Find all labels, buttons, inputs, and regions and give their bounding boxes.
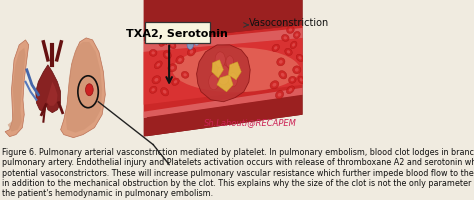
Ellipse shape — [274, 47, 277, 50]
Ellipse shape — [289, 89, 292, 92]
Text: the patient's hemodynamic in pulmonary embolism.: the patient's hemodynamic in pulmonary e… — [2, 189, 213, 198]
Ellipse shape — [285, 49, 292, 56]
Polygon shape — [212, 61, 223, 78]
Ellipse shape — [283, 37, 287, 40]
Text: in addition to the mechanical obstruction by the clot. This explains why the siz: in addition to the mechanical obstructio… — [2, 178, 474, 187]
Polygon shape — [36, 65, 61, 113]
Ellipse shape — [289, 77, 296, 84]
Ellipse shape — [277, 59, 285, 67]
Ellipse shape — [168, 64, 177, 72]
Ellipse shape — [170, 67, 174, 70]
Ellipse shape — [163, 29, 169, 36]
Ellipse shape — [270, 81, 279, 89]
Ellipse shape — [298, 57, 301, 60]
Circle shape — [226, 57, 234, 68]
Ellipse shape — [176, 34, 179, 37]
Polygon shape — [144, 0, 302, 137]
Circle shape — [217, 65, 230, 85]
Circle shape — [85, 84, 93, 96]
Ellipse shape — [174, 81, 177, 84]
Ellipse shape — [173, 32, 181, 39]
Ellipse shape — [152, 89, 155, 92]
Ellipse shape — [155, 62, 162, 69]
Ellipse shape — [291, 79, 294, 82]
Ellipse shape — [279, 71, 287, 80]
Ellipse shape — [279, 61, 283, 64]
Polygon shape — [5, 41, 29, 137]
Ellipse shape — [292, 66, 301, 74]
Polygon shape — [46, 82, 57, 106]
Ellipse shape — [290, 42, 297, 49]
Text: Figure 6. Pulmonary arterial vasconstriction mediated by platelet. In pulmonary : Figure 6. Pulmonary arterial vasconstric… — [2, 147, 474, 156]
Ellipse shape — [181, 72, 189, 79]
Polygon shape — [228, 63, 241, 80]
Ellipse shape — [292, 44, 295, 47]
Ellipse shape — [298, 77, 305, 84]
Ellipse shape — [300, 79, 303, 82]
Text: Vasoconstriction: Vasoconstriction — [249, 18, 329, 28]
Ellipse shape — [287, 27, 294, 34]
Ellipse shape — [172, 79, 179, 86]
Text: pulmonary artery. Endothelial injury and Platelets activation occurs with releas: pulmonary artery. Endothelial injury and… — [2, 157, 474, 166]
Ellipse shape — [275, 91, 283, 99]
Ellipse shape — [289, 29, 292, 32]
Ellipse shape — [278, 93, 282, 97]
Ellipse shape — [295, 34, 298, 37]
Ellipse shape — [293, 32, 300, 39]
FancyBboxPatch shape — [145, 23, 210, 44]
Ellipse shape — [194, 39, 199, 46]
Ellipse shape — [187, 41, 193, 50]
Ellipse shape — [296, 55, 304, 62]
Ellipse shape — [159, 38, 167, 47]
Ellipse shape — [281, 74, 284, 77]
Ellipse shape — [149, 87, 157, 94]
Ellipse shape — [161, 88, 169, 96]
Polygon shape — [144, 88, 302, 118]
Ellipse shape — [286, 86, 294, 94]
Circle shape — [209, 74, 219, 90]
Ellipse shape — [176, 56, 184, 65]
FancyBboxPatch shape — [0, 0, 147, 142]
Ellipse shape — [282, 35, 289, 42]
Polygon shape — [144, 29, 302, 53]
Ellipse shape — [163, 52, 171, 60]
Ellipse shape — [161, 41, 164, 45]
Polygon shape — [144, 26, 302, 118]
Text: Sh.Lahouti@RECAPEM: Sh.Lahouti@RECAPEM — [204, 118, 297, 127]
Polygon shape — [66, 43, 102, 133]
Polygon shape — [61, 39, 105, 138]
Ellipse shape — [163, 90, 166, 94]
Ellipse shape — [149, 50, 157, 57]
Ellipse shape — [287, 51, 290, 54]
Ellipse shape — [273, 84, 276, 87]
Ellipse shape — [152, 76, 161, 84]
Ellipse shape — [152, 52, 155, 55]
Ellipse shape — [155, 79, 158, 82]
Ellipse shape — [187, 48, 196, 57]
Ellipse shape — [183, 74, 187, 77]
Ellipse shape — [165, 54, 169, 57]
Ellipse shape — [173, 48, 300, 93]
Polygon shape — [8, 49, 26, 132]
Polygon shape — [144, 0, 302, 43]
Text: potential vasoconstrictors. These will increase pulmonary vascular resistance wh: potential vasoconstrictors. These will i… — [2, 168, 474, 177]
Polygon shape — [197, 46, 250, 102]
Ellipse shape — [171, 44, 174, 47]
Ellipse shape — [156, 64, 160, 67]
Ellipse shape — [169, 42, 176, 49]
Polygon shape — [144, 95, 302, 137]
Ellipse shape — [164, 31, 167, 34]
Ellipse shape — [178, 59, 182, 62]
Polygon shape — [217, 75, 233, 92]
Circle shape — [228, 73, 237, 87]
Ellipse shape — [295, 69, 299, 72]
Ellipse shape — [272, 45, 280, 52]
Ellipse shape — [190, 51, 193, 54]
Polygon shape — [144, 39, 302, 105]
Circle shape — [215, 53, 225, 68]
Text: TXA2, Serotonin: TXA2, Serotonin — [127, 29, 228, 39]
